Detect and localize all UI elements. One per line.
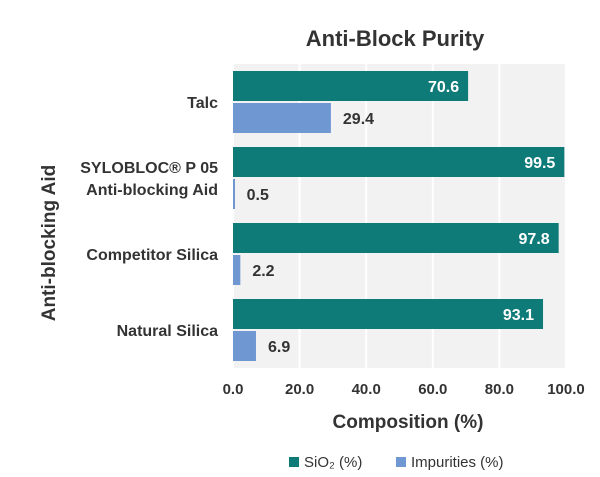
category-label: Anti-blocking Aid	[86, 182, 218, 199]
data-label-impurities: 29.4	[343, 111, 374, 128]
category-label: Natural Silica	[117, 323, 218, 340]
legend-label: Impurities (%)	[411, 454, 504, 471]
x-tick-label: 20.0	[285, 381, 314, 398]
data-label-impurities: 6.9	[268, 339, 290, 356]
data-label-impurities: 0.5	[247, 187, 269, 204]
bar-sio2	[233, 71, 469, 101]
y-axis-title: Anti-blocking Aid	[39, 165, 60, 322]
legend-swatch	[289, 457, 299, 467]
legend-label: SiO₂ (%)	[304, 454, 362, 471]
x-tick-label: 80.0	[485, 381, 514, 398]
bar-impurities	[233, 103, 331, 133]
legend: SiO₂ (%) Impurities (%)	[289, 454, 504, 471]
data-label-sio2: 97.8	[519, 231, 550, 248]
x-tick-label: 40.0	[352, 381, 381, 398]
x-tick-label: 100.0	[547, 381, 585, 398]
bar-impurities	[233, 331, 256, 361]
data-label-sio2: 70.6	[428, 79, 459, 96]
data-label-sio2: 93.1	[503, 307, 534, 324]
category-label: Talc	[187, 95, 218, 112]
bar-sio2	[233, 223, 559, 253]
data-label-sio2: 99.5	[524, 155, 555, 172]
chart-title: Anti-Block Purity	[306, 26, 485, 51]
bar-impurities	[233, 179, 235, 209]
data-label-impurities: 2.2	[252, 263, 274, 280]
x-tick-label: 60.0	[418, 381, 447, 398]
category-label: Competitor Silica	[86, 247, 218, 264]
bar-sio2	[233, 299, 544, 329]
legend-swatch	[396, 457, 406, 467]
x-axis-title: Composition (%)	[333, 412, 484, 433]
bar-sio2	[233, 147, 565, 177]
category-label: SYLOBLOC® P 05	[80, 160, 218, 177]
bar-impurities	[233, 255, 241, 285]
x-tick-label: 0.0	[223, 381, 244, 398]
